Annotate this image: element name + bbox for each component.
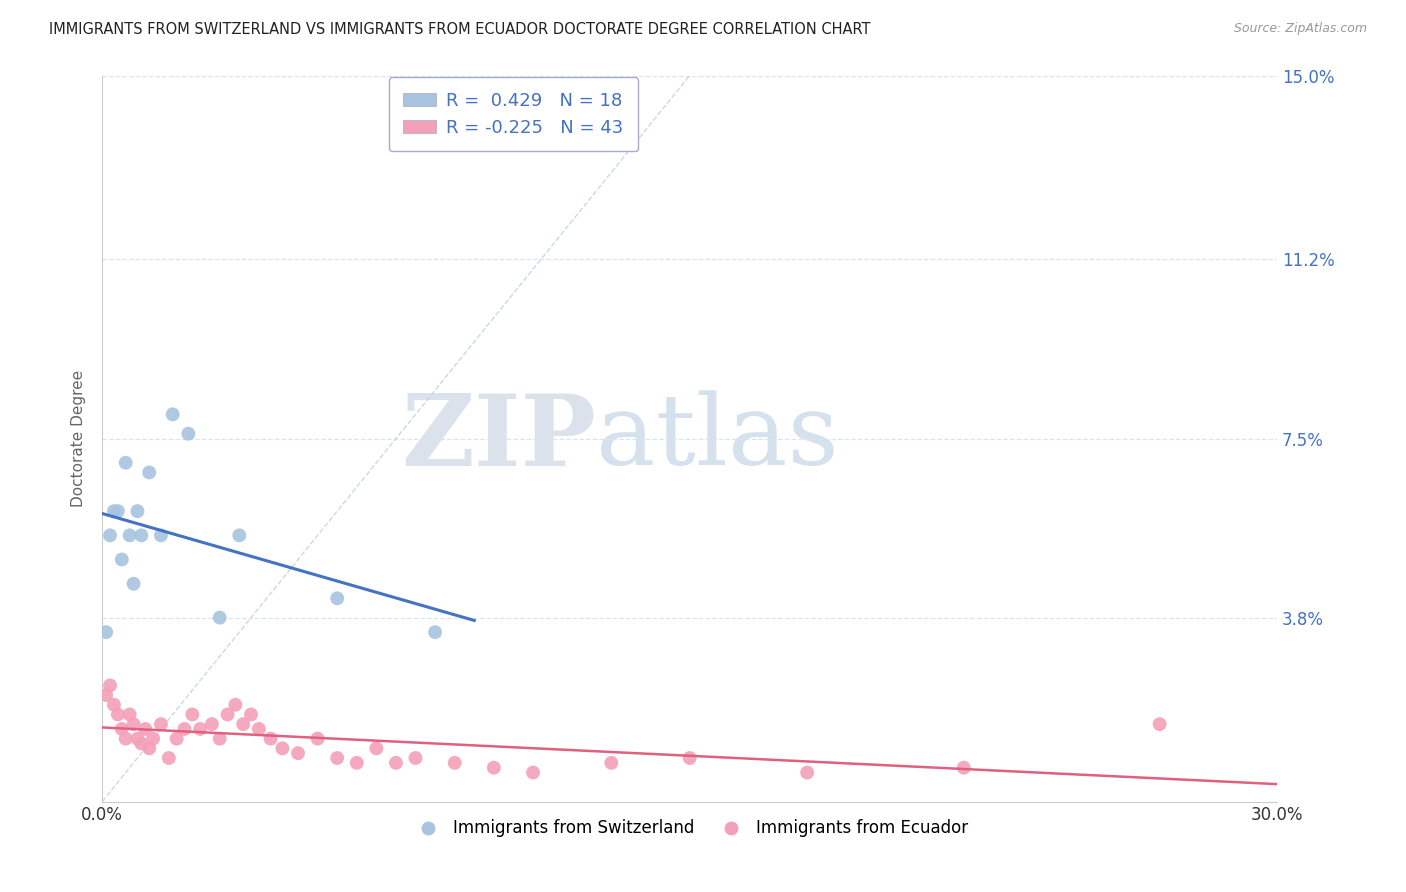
Point (162, 408, 184, 422)
Point (114, 731, 136, 746)
Point (953, 761, 976, 775)
Point (217, 707, 239, 722)
Point (326, 591, 349, 606)
Point (188, 722, 211, 736)
Point (131, 528, 153, 542)
Point (118, 528, 141, 542)
Point (111, 552, 134, 566)
Point (346, 756, 368, 770)
Point (114, 456, 136, 470)
Text: atlas: atlas (596, 391, 838, 486)
Point (98, 528, 121, 542)
Point (138, 741, 160, 756)
Point (482, 761, 505, 775)
Point (271, 741, 294, 756)
Point (326, 751, 349, 765)
Point (127, 731, 149, 746)
Point (98, 678, 121, 692)
Point (173, 722, 195, 736)
Point (247, 722, 270, 736)
Point (443, 756, 465, 770)
Point (94, 688, 117, 702)
Point (103, 504, 125, 518)
Point (201, 717, 224, 731)
Text: ZIP: ZIP (401, 390, 596, 487)
Point (181, 707, 204, 722)
Point (405, 751, 427, 765)
Point (232, 717, 254, 731)
Point (228, 528, 250, 542)
Point (157, 751, 180, 765)
Point (208, 731, 231, 746)
Point (366, 741, 388, 756)
Point (107, 504, 129, 518)
Point (149, 717, 172, 731)
Point (208, 610, 231, 624)
Point (103, 698, 125, 712)
Point (94, 625, 117, 640)
Point (166, 731, 188, 746)
Point (177, 426, 200, 441)
Point (134, 722, 156, 736)
Point (224, 698, 246, 712)
Point (679, 751, 702, 765)
Point (122, 717, 145, 731)
Text: Source: ZipAtlas.com: Source: ZipAtlas.com (1233, 22, 1367, 36)
Point (385, 756, 408, 770)
Point (600, 756, 623, 770)
Point (118, 707, 141, 722)
Point (423, 625, 446, 640)
Y-axis label: Doctorate Degree: Doctorate Degree (72, 370, 86, 508)
Point (138, 466, 160, 480)
Point (142, 731, 165, 746)
Point (111, 722, 134, 736)
Point (107, 707, 129, 722)
Point (131, 737, 153, 751)
Point (1149, 717, 1171, 731)
Point (240, 707, 263, 722)
Point (796, 765, 818, 780)
Text: IMMIGRANTS FROM SWITZERLAND VS IMMIGRANTS FROM ECUADOR DOCTORATE DEGREE CORRELAT: IMMIGRANTS FROM SWITZERLAND VS IMMIGRANT… (49, 22, 870, 37)
Point (307, 731, 329, 746)
Point (122, 576, 145, 591)
Point (522, 765, 544, 780)
Point (259, 731, 281, 746)
Point (149, 528, 172, 542)
Point (287, 746, 309, 760)
Legend: Immigrants from Switzerland, Immigrants from Ecuador: Immigrants from Switzerland, Immigrants … (405, 813, 974, 844)
Point (127, 504, 149, 518)
